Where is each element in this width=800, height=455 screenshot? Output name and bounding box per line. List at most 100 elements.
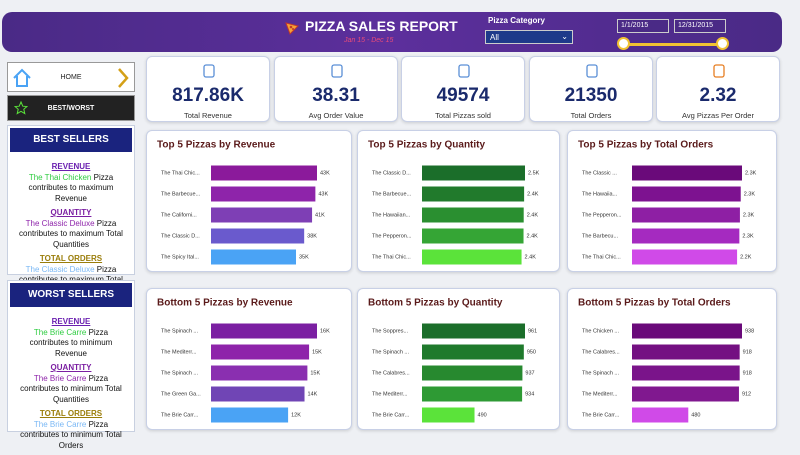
bar — [211, 407, 289, 423]
bar — [632, 228, 740, 244]
kpi-card: 2.32 Avg Pizzas Per Order — [656, 56, 780, 122]
icon-shape — [458, 64, 470, 78]
panel-title: BEST SELLERS — [8, 126, 134, 154]
value-label: 937 — [525, 370, 534, 376]
chart-title: Bottom 5 Pizzas by Revenue — [157, 298, 293, 309]
icon-shape — [713, 64, 725, 78]
best-sellers-panel: BEST SELLERS REVENUE The Thai Chicken Piz… — [7, 125, 135, 295]
category-label: The Mediterr... — [161, 349, 197, 355]
kpi-value: 38.31 — [312, 85, 360, 106]
category-dropdown[interactable]: All ⌄ — [485, 30, 573, 44]
bar — [422, 207, 524, 223]
bar — [422, 407, 475, 423]
bar — [632, 165, 742, 181]
value-label: 15K — [310, 370, 320, 376]
kpi-card: 38.31 Avg Order Value — [274, 56, 398, 122]
chart-title: Top 5 Pizzas by Revenue — [157, 140, 276, 151]
chart-card: Bottom 5 Pizzas by Revenue The Spinach ..… — [146, 288, 352, 430]
seller-item: QUANTITY The Classic Deluxe Pizza contrib… — [14, 208, 128, 250]
category-label: The Spinach ... — [372, 349, 409, 355]
dashboard: {"header": {"title": "PIZZA SALES REPORT… — [2, 12, 782, 450]
category-label: The Pepperon... — [582, 212, 622, 218]
bar — [211, 165, 317, 181]
kpi-value: 817.86K — [172, 85, 244, 106]
category-label: The Calabres... — [372, 370, 410, 376]
bar-chart: Bottom 5 Pizzas by Quantity The Soppres..… — [368, 298, 537, 423]
value-label: 38K — [307, 233, 317, 239]
category-label: The Mediterr... — [372, 391, 408, 397]
pizza-name: The Classic Deluxe — [25, 264, 95, 274]
value-label: 938 — [745, 328, 754, 334]
chart-card: Top 5 Pizzas by Revenue The Thai Chic... 4… — [146, 130, 352, 272]
category-label: The Pepperon... — [372, 233, 412, 239]
value-label: 918 — [743, 370, 752, 376]
value-label: 43K — [318, 191, 328, 197]
bar — [422, 228, 524, 244]
category-label: The Calabres... — [582, 349, 620, 355]
value-label: 934 — [525, 391, 534, 397]
nav-label: HOME — [60, 73, 82, 81]
item-heading: REVENUE — [51, 162, 91, 171]
bar-chart: Top 5 Pizzas by Quantity The Classic D...… — [368, 140, 540, 265]
panel-body: REVENUE The Brie Carre Pizza contributes … — [8, 309, 134, 455]
panel-title: WORST SELLERS — [8, 281, 134, 309]
kpi-label: Total Orders — [570, 111, 612, 120]
value-label: 2.4K — [527, 191, 539, 197]
chart-card: Top 5 Pizzas by Quantity The Classic D...… — [357, 130, 560, 272]
category-label: The Barbecue... — [161, 191, 201, 197]
value-label: 490 — [478, 412, 487, 418]
kpi-card: 49574 Total Pizzas sold — [401, 56, 525, 122]
bar — [211, 344, 310, 360]
value-label: 41K — [315, 212, 325, 218]
arrow-icon — [118, 68, 129, 88]
date-start[interactable]: 1/1/2015 — [617, 19, 669, 33]
slider-handle[interactable] — [617, 37, 630, 50]
bar — [632, 186, 741, 202]
bar — [632, 344, 740, 360]
bar — [422, 165, 525, 181]
icon-shape — [203, 64, 215, 78]
item-text: Pizza contributes to maximum Revenue — [28, 172, 114, 203]
kpi-card: 21350 Total Orders — [529, 56, 653, 122]
pizza-name: The Brie Carre — [33, 327, 87, 337]
category-label: The Soppres... — [372, 328, 409, 334]
value-label: 35K — [299, 254, 309, 260]
pizza-name: The Classic Deluxe — [25, 218, 95, 228]
category-label: The Hawaiian... — [372, 212, 411, 218]
category-label: The Mediterr... — [582, 391, 618, 397]
kpi-value: 21350 — [564, 85, 618, 106]
bar — [422, 365, 523, 381]
category-label: The Green Ga... — [161, 391, 201, 397]
value-label: 14K — [308, 391, 318, 397]
category-label: The Classic ... — [582, 170, 617, 176]
category-label: The Barbecu... — [582, 233, 619, 239]
bar — [422, 323, 525, 339]
bar — [211, 207, 313, 223]
nav-label: BEST/WORST — [47, 104, 95, 112]
item-heading: QUANTITY — [50, 208, 92, 217]
date-end[interactable]: 12/31/2015 — [674, 19, 726, 33]
category-label: The Spinach ... — [161, 328, 198, 334]
home-icon — [13, 68, 31, 87]
bar — [632, 323, 742, 339]
value-label: 950 — [527, 349, 536, 355]
pizza-name: The Brie Carre — [33, 373, 87, 383]
pizza-name: The Brie Carre — [33, 419, 87, 429]
bar — [211, 386, 305, 402]
nav-best-worst[interactable]: BEST/WORST — [7, 95, 135, 121]
bar — [422, 249, 522, 265]
item-text: Pizza contributes to minimum Total Quant… — [20, 373, 122, 404]
category-label: The Barbecue... — [372, 191, 412, 197]
kpi-icon — [458, 64, 470, 78]
value-label: 2.2K — [740, 254, 752, 260]
value-label: 2.3K — [744, 191, 756, 197]
chart-card: Bottom 5 Pizzas by Quantity The Soppres..… — [357, 288, 560, 430]
bar-chart: Bottom 5 Pizzas by Total Orders The Chick… — [578, 298, 754, 423]
seller-item: TOTAL ORDERS The Brie Carre Pizza contrib… — [14, 409, 128, 451]
nav-home[interactable]: HOME — [7, 62, 135, 92]
slider-handle[interactable] — [716, 37, 729, 50]
bar-chart: Top 5 Pizzas by Revenue The Thai Chic... 4… — [157, 140, 330, 265]
seller-item: REVENUE The Thai Chicken Pizza contribute… — [14, 162, 128, 204]
value-label: 15K — [312, 349, 322, 355]
category-label: The Spinach ... — [582, 370, 619, 376]
